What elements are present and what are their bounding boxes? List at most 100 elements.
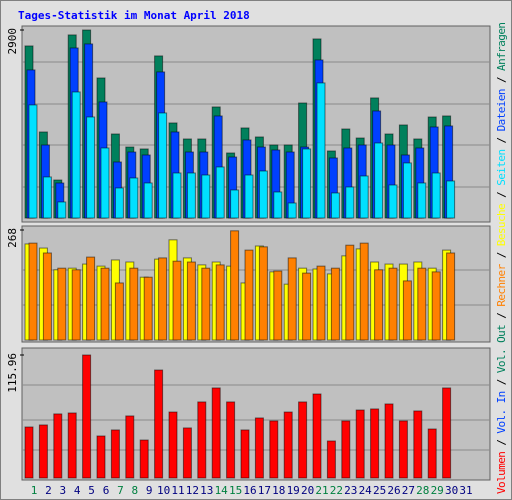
x-tick-label: 26: [387, 484, 400, 497]
bar: [28, 104, 38, 219]
y-tick-label: 268: [6, 228, 19, 248]
bar: [38, 424, 48, 479]
x-tick-label: 7: [117, 484, 124, 497]
bar: [402, 162, 412, 219]
bar: [215, 166, 225, 219]
chart-title: Tages-Statistik im Monat April 2018: [18, 9, 250, 22]
bar: [254, 417, 264, 479]
y-tick-label: 115.96: [6, 353, 19, 393]
bar: [71, 269, 81, 341]
x-tick-label: 25: [373, 484, 386, 497]
bar: [298, 401, 308, 479]
x-tick-label: 6: [103, 484, 110, 497]
bar: [186, 261, 196, 341]
legend-separator: /: [495, 185, 508, 204]
x-tick-label: 3: [59, 484, 66, 497]
bar: [197, 401, 207, 479]
bar: [417, 267, 427, 341]
bar: [326, 440, 336, 479]
bar: [244, 249, 254, 341]
x-tick-label: 5: [88, 484, 95, 497]
bar: [168, 411, 178, 479]
bar: [96, 435, 106, 479]
legend-entry: Vol. Out: [495, 324, 508, 373]
bar: [374, 142, 384, 219]
bar: [316, 82, 326, 219]
x-tick-label: 4: [74, 484, 81, 497]
x-tick-label: 17: [258, 484, 271, 497]
x-tick-label: 9: [146, 484, 153, 497]
bar: [114, 187, 124, 219]
bar: [269, 420, 279, 479]
legend-entry: Volumen: [495, 451, 508, 494]
bar: [230, 230, 240, 341]
bar: [186, 172, 196, 219]
bar: [110, 429, 120, 479]
x-tick-label: 29: [431, 484, 444, 497]
bar: [129, 177, 139, 219]
bar: [330, 192, 340, 219]
bar: [258, 170, 268, 219]
bar: [215, 264, 225, 341]
bar: [71, 91, 81, 219]
legend: Volumen / Vol. In / Vol. Out / Rechner /…: [495, 22, 508, 494]
legend-entry: Rechner: [495, 263, 508, 306]
bar: [86, 116, 96, 219]
bar: [398, 420, 408, 479]
x-tick-label: 15: [229, 484, 242, 497]
x-tick-label: 8: [131, 484, 138, 497]
bar: [240, 429, 250, 479]
bar: [341, 420, 351, 479]
bar: [129, 267, 139, 341]
bar: [67, 412, 77, 479]
x-tick-label: 2: [45, 484, 52, 497]
legend-entry: Vol. In: [495, 391, 508, 434]
bar: [273, 191, 283, 219]
bar: [370, 408, 380, 479]
bar: [244, 174, 254, 219]
legend-separator: /: [495, 373, 508, 392]
bar: [125, 415, 135, 479]
bar: [374, 269, 384, 341]
legend-entry: Dateien: [495, 88, 508, 131]
bar: [258, 246, 268, 341]
bar: [53, 413, 63, 479]
bar: [226, 401, 236, 479]
bar: [211, 387, 221, 479]
bar: [158, 257, 168, 341]
bar: [330, 267, 340, 341]
x-tick-label: 1: [31, 484, 38, 497]
x-tick-label: 28: [416, 484, 429, 497]
bar: [283, 411, 293, 479]
bar: [24, 426, 34, 479]
x-tick-label: 16: [243, 484, 256, 497]
bar: [114, 282, 124, 341]
x-tick-label: 13: [200, 484, 213, 497]
legend-entry: Besuche: [495, 203, 508, 246]
bar: [230, 189, 240, 219]
bar: [431, 172, 441, 219]
bar: [100, 267, 110, 341]
bar: [57, 201, 67, 219]
bar: [359, 242, 369, 341]
x-tick-label: 21: [315, 484, 328, 497]
legend-separator: /: [495, 433, 508, 452]
bar: [302, 148, 312, 219]
bar: [143, 182, 153, 219]
bar: [154, 369, 164, 479]
bar: [201, 174, 211, 219]
bar: [384, 403, 394, 479]
y-tick-label: 2900: [6, 28, 19, 55]
x-tick-label: 18: [272, 484, 285, 497]
x-tick-label: 19: [287, 484, 300, 497]
bar: [158, 112, 168, 219]
legend-entry: Seiten: [495, 149, 508, 186]
bar: [139, 439, 149, 479]
x-tick-label: 27: [402, 484, 415, 497]
bar: [86, 256, 96, 341]
bar: [402, 280, 412, 341]
legend-separator: /: [495, 131, 508, 150]
x-tick-label: 14: [215, 484, 229, 497]
bar: [312, 393, 322, 479]
